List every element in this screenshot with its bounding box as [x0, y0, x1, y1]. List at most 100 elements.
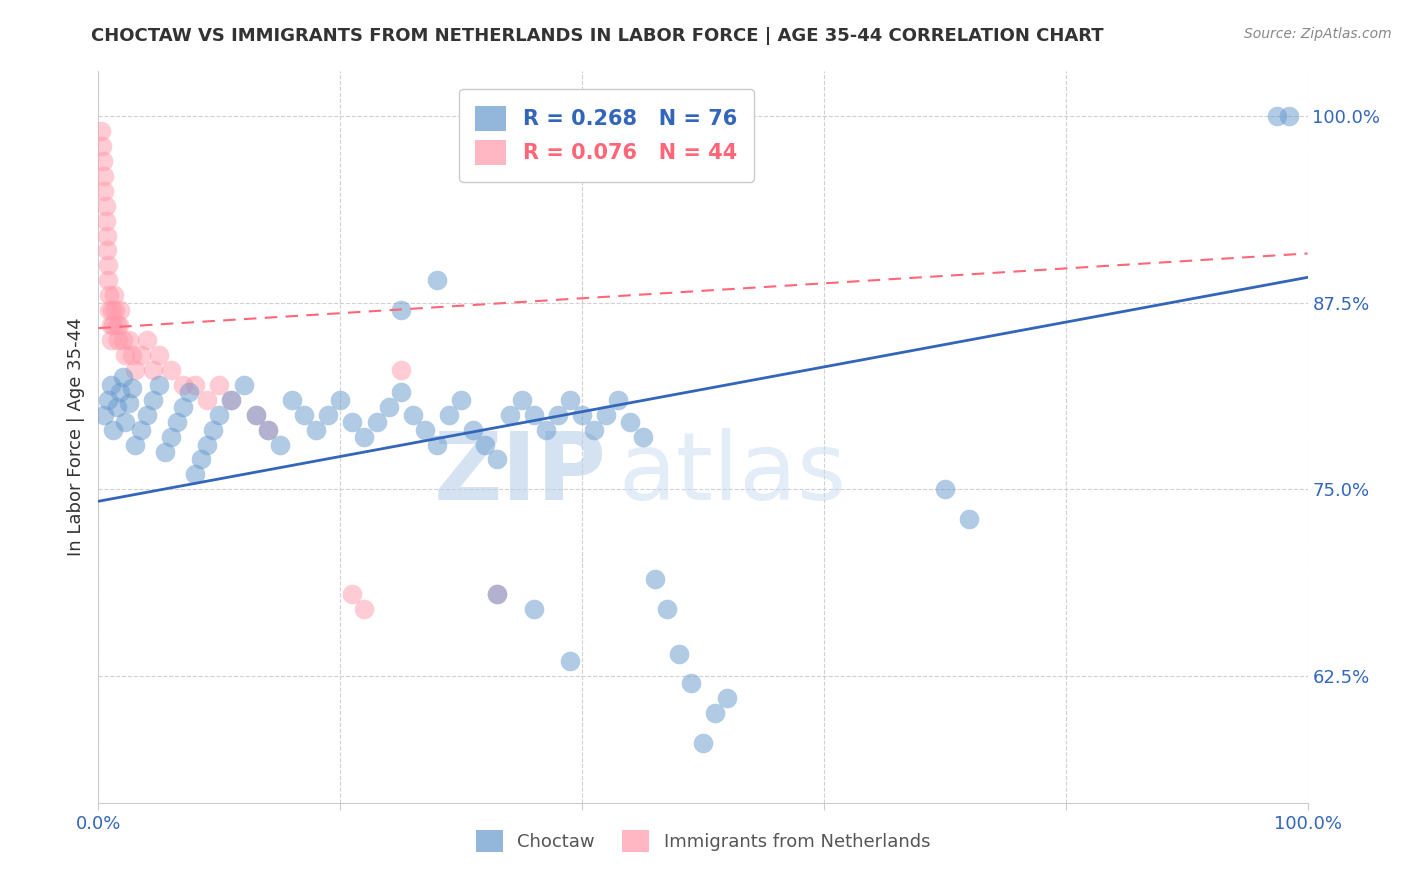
- Point: [474, 437, 496, 451]
- Point: [142, 392, 165, 407]
- Point: [534, 423, 557, 437]
- Point: [195, 392, 218, 407]
- Point: [208, 408, 231, 422]
- Point: [329, 392, 352, 407]
- Point: [190, 452, 212, 467]
- Point: [366, 415, 388, 429]
- Point: [172, 377, 194, 392]
- Point: [510, 392, 533, 407]
- Point: [245, 408, 267, 422]
- Point: [114, 348, 136, 362]
- Point: [100, 333, 122, 347]
- Point: [426, 273, 449, 287]
- Point: [97, 392, 120, 407]
- Point: [692, 736, 714, 750]
- Point: [148, 377, 170, 392]
- Point: [595, 408, 617, 422]
- Point: [118, 396, 141, 410]
- Point: [124, 363, 146, 377]
- Point: [114, 415, 136, 429]
- Point: [91, 139, 114, 153]
- Point: [208, 377, 231, 392]
- Point: [498, 408, 520, 422]
- Point: [100, 318, 122, 332]
- Point: [402, 408, 425, 422]
- Point: [389, 385, 412, 400]
- Point: [957, 512, 980, 526]
- Point: [100, 303, 122, 318]
- Point: [426, 437, 449, 451]
- Point: [232, 377, 254, 392]
- Point: [716, 691, 738, 706]
- Point: [342, 587, 364, 601]
- Point: [172, 401, 194, 415]
- Text: Source: ZipAtlas.com: Source: ZipAtlas.com: [1244, 27, 1392, 41]
- Point: [558, 654, 581, 668]
- Point: [353, 601, 375, 615]
- Point: [377, 401, 399, 415]
- Point: [121, 381, 143, 395]
- Point: [221, 392, 243, 407]
- Point: [97, 259, 120, 273]
- Point: [108, 318, 131, 332]
- Point: [679, 676, 702, 690]
- Point: [486, 587, 509, 601]
- Point: [94, 199, 117, 213]
- Point: [269, 437, 291, 451]
- Point: [98, 303, 121, 318]
- Point: [98, 288, 121, 302]
- Point: [353, 430, 375, 444]
- Point: [142, 363, 165, 377]
- Point: [195, 437, 218, 451]
- Point: [160, 363, 183, 377]
- Point: [305, 423, 328, 437]
- Point: [316, 408, 339, 422]
- Legend: Choctaw, Immigrants from Netherlands: Choctaw, Immigrants from Netherlands: [468, 823, 938, 860]
- Point: [111, 333, 134, 347]
- Point: [558, 392, 581, 407]
- Point: [256, 423, 278, 437]
- Point: [129, 423, 152, 437]
- Point: [202, 423, 225, 437]
- Point: [108, 385, 131, 400]
- Point: [135, 408, 157, 422]
- Text: ZIP: ZIP: [433, 427, 606, 520]
- Point: [389, 303, 412, 318]
- Point: [607, 392, 630, 407]
- Point: [1267, 109, 1289, 123]
- Point: [184, 467, 207, 482]
- Point: [124, 437, 146, 451]
- Point: [571, 408, 593, 422]
- Point: [668, 647, 690, 661]
- Point: [160, 430, 183, 444]
- Point: [631, 430, 654, 444]
- Point: [523, 601, 546, 615]
- Point: [108, 303, 131, 318]
- Point: [104, 303, 127, 318]
- Point: [655, 601, 678, 615]
- Point: [292, 408, 315, 422]
- Point: [245, 408, 267, 422]
- Point: [148, 348, 170, 362]
- Point: [103, 288, 125, 302]
- Point: [135, 333, 157, 347]
- Point: [105, 401, 128, 415]
- Point: [93, 169, 115, 183]
- Point: [547, 408, 569, 422]
- Point: [101, 423, 124, 437]
- Point: [97, 273, 120, 287]
- Point: [184, 377, 207, 392]
- Point: [644, 572, 666, 586]
- Point: [463, 423, 485, 437]
- Point: [179, 385, 201, 400]
- Point: [100, 377, 122, 392]
- Point: [450, 392, 472, 407]
- Point: [934, 483, 956, 497]
- Point: [153, 445, 176, 459]
- Point: [101, 318, 124, 332]
- Point: [256, 423, 278, 437]
- Point: [129, 348, 152, 362]
- Point: [413, 423, 436, 437]
- Point: [704, 706, 727, 721]
- Point: [523, 408, 546, 422]
